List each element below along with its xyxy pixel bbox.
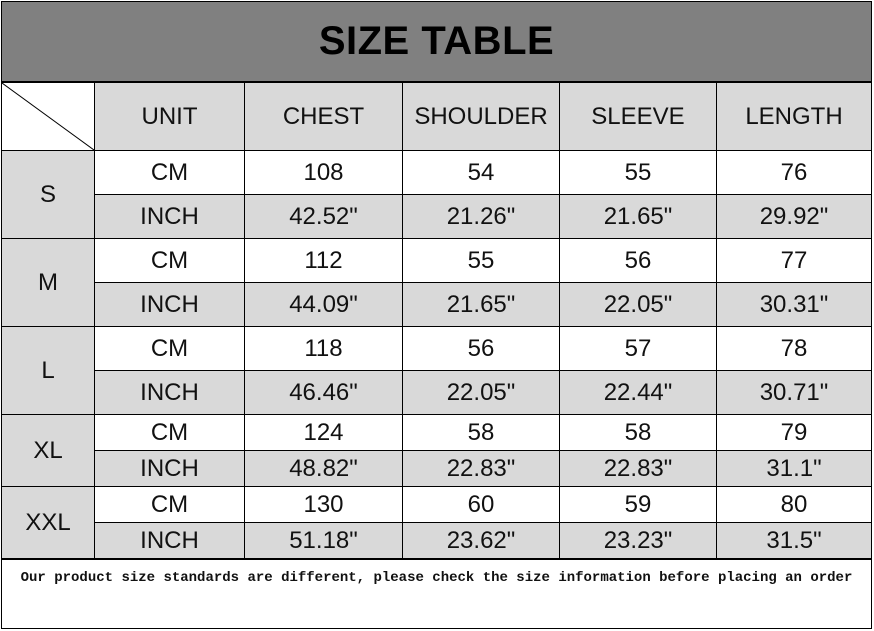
header-sleeve: SLEEVE [560,83,717,151]
value-cell: 56 [403,327,560,371]
unit-cell: INCH [95,523,245,559]
value-cell: 30.31" [717,283,871,327]
header-length: LENGTH [717,83,871,151]
unit-cell: INCH [95,283,245,327]
value-cell: 29.92" [717,195,871,239]
value-cell: 59 [560,487,717,523]
value-cell: 80 [717,487,871,523]
unit-cell: CM [95,151,245,195]
diagonal-line-icon [2,83,94,150]
value-cell: 46.46" [245,371,403,415]
unit-cell: CM [95,415,245,451]
unit-cell: INCH [95,195,245,239]
value-cell: 55 [403,239,560,283]
value-cell: 124 [245,415,403,451]
header-unit: UNIT [95,83,245,151]
value-cell: 22.44" [560,371,717,415]
value-cell: 108 [245,151,403,195]
size-label: M [2,239,95,327]
value-cell: 55 [560,151,717,195]
footer-note: Our product size standards are different… [2,559,871,629]
value-cell: 60 [403,487,560,523]
size-label: S [2,151,95,239]
unit-cell: CM [95,239,245,283]
value-cell: 76 [717,151,871,195]
value-cell: 79 [717,415,871,451]
value-cell: 54 [403,151,560,195]
value-cell: 21.26" [403,195,560,239]
size-label: L [2,327,95,415]
value-cell: 58 [560,415,717,451]
unit-cell: CM [95,487,245,523]
value-cell: 21.65" [403,283,560,327]
value-cell: 44.09" [245,283,403,327]
value-cell: 22.83" [560,451,717,487]
value-cell: 23.62" [403,523,560,559]
header-chest: CHEST [245,83,403,151]
value-cell: 112 [245,239,403,283]
corner-cell [2,83,95,151]
size-label: XXL [2,487,95,559]
value-cell: 22.83" [403,451,560,487]
size-label: XL [2,415,95,487]
value-cell: 23.23" [560,523,717,559]
unit-cell: CM [95,327,245,371]
value-cell: 130 [245,487,403,523]
value-cell: 77 [717,239,871,283]
value-cell: 58 [403,415,560,451]
value-cell: 22.05" [560,283,717,327]
size-table: UNIT CHEST SHOULDER SLEEVE LENGTH S CM 108 54 55 7… [2,83,871,559]
unit-cell: INCH [95,451,245,487]
page-title: SIZE TABLE [2,2,871,83]
value-cell: 42.52" [245,195,403,239]
value-cell: 31.5" [717,523,871,559]
value-cell: 22.05" [403,371,560,415]
value-cell: 21.65" [560,195,717,239]
value-cell: 56 [560,239,717,283]
value-cell: 31.1" [717,451,871,487]
value-cell: 30.71" [717,371,871,415]
unit-cell: INCH [95,371,245,415]
value-cell: 51.18" [245,523,403,559]
value-cell: 57 [560,327,717,371]
value-cell: 78 [717,327,871,371]
value-cell: 48.82" [245,451,403,487]
header-shoulder: SHOULDER [403,83,560,151]
value-cell: 118 [245,327,403,371]
